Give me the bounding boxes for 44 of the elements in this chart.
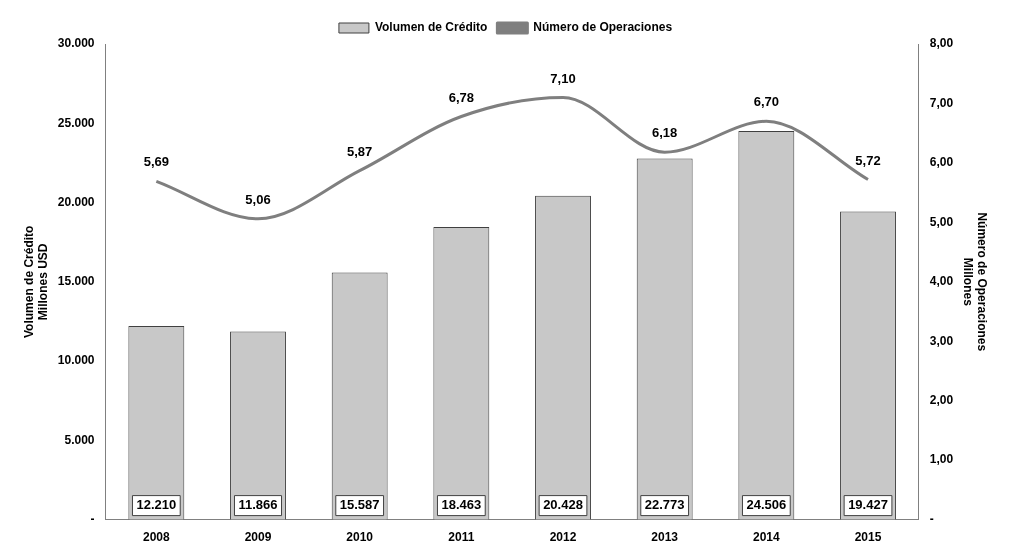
y-axis-title: Volumen de Crédito Millones USD: [21, 225, 50, 339]
y2-tick-label: 1,00: [929, 452, 954, 467]
data-label: 11.866: [238, 497, 278, 513]
x-tick-label: 2010: [346, 530, 374, 545]
y2-tick-label: 3,00: [929, 333, 954, 348]
x-tick-label: 2013: [651, 530, 679, 545]
y-tick-label: 25.000: [57, 115, 95, 130]
y-tick-label: 20.000: [57, 194, 95, 209]
data-label: 7,10: [550, 70, 576, 86]
y2-tick-label: 6,00: [929, 155, 954, 170]
data-label: 18.463: [441, 497, 482, 513]
data-label: 6,78: [448, 89, 474, 105]
y2-tick-label: 4,00: [929, 274, 954, 289]
data-label: 20.428: [543, 497, 583, 513]
y2-tick-label: 2,00: [929, 393, 954, 408]
data-label: 5,06: [245, 191, 271, 207]
x-tick-label: 2011: [448, 530, 475, 545]
x-tick-label: 2008: [142, 530, 171, 545]
y2-axis-title: Número de Operaciones Millones: [961, 212, 990, 352]
y-tick-label: 30.000: [57, 36, 95, 51]
y-tick-label: 10.000: [57, 353, 95, 368]
data-label: 12.210: [136, 497, 177, 513]
legend-label: Volumen de Crédito: [374, 20, 488, 35]
y2-tick-label: -: [929, 511, 934, 526]
data-label: 19.427: [848, 497, 888, 513]
x-tick-label: 2014: [752, 530, 781, 545]
y2-tick-label: 5,00: [929, 214, 954, 229]
y-tick-label: 15.000: [57, 274, 95, 289]
y2-tick-label: 7,00: [929, 95, 954, 110]
data-label: 24.506: [746, 497, 787, 513]
y2-tick-label: 8,00: [929, 36, 954, 51]
legend-label: Número de Operaciones: [533, 20, 673, 35]
data-label: 22.773: [644, 497, 685, 513]
data-label: 5,87: [347, 143, 373, 159]
y-tick-label: 5.000: [64, 432, 95, 447]
data-label: 15.587: [339, 497, 380, 513]
x-tick-label: 2012: [549, 530, 577, 545]
data-label: 5,72: [855, 152, 881, 168]
x-tick-label: 2015: [854, 530, 882, 545]
data-label: 5,69: [143, 154, 169, 170]
data-label: 6,70: [753, 94, 779, 110]
data-label: 6,18: [652, 125, 678, 141]
y-tick-label: -: [90, 511, 95, 526]
x-tick-label: 2009: [244, 530, 272, 545]
